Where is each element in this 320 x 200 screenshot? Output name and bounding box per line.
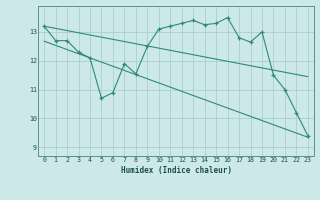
X-axis label: Humidex (Indice chaleur): Humidex (Indice chaleur) (121, 166, 231, 175)
